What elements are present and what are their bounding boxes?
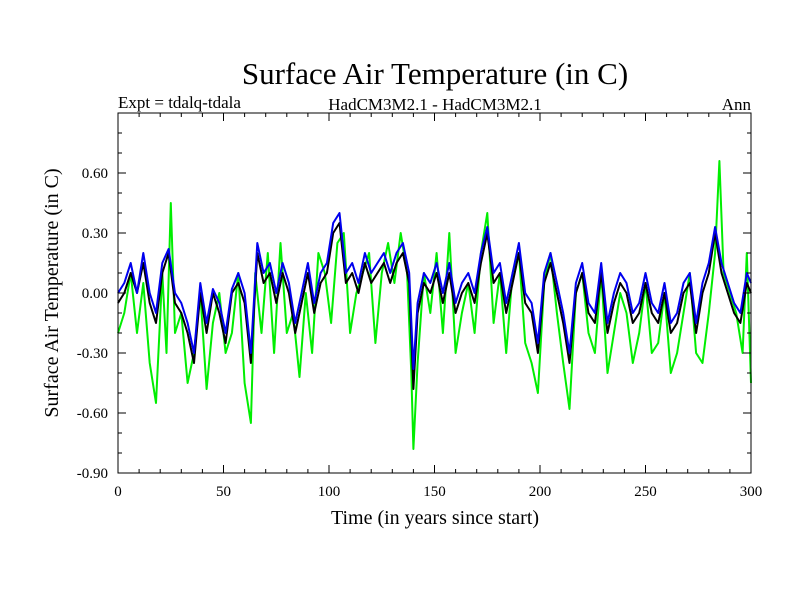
x-tick-label: 200 bbox=[529, 484, 552, 500]
x-axis-label: Time (in years since start) bbox=[331, 507, 539, 529]
y-tick-label: 0.00 bbox=[82, 286, 108, 302]
y-tick-label: 0.30 bbox=[82, 226, 108, 242]
x-tick-label: 250 bbox=[634, 484, 657, 500]
y-axis-label: Surface Air Temperature (in C) bbox=[41, 168, 63, 417]
chart-title: Surface Air Temperature (in C) bbox=[242, 56, 628, 91]
subtitle-center: HadCM3M2.1 - HadCM3M2.1 bbox=[328, 95, 541, 114]
y-tick-label: -0.30 bbox=[77, 346, 108, 362]
series-line-green bbox=[117, 160, 752, 450]
series-line-black bbox=[117, 222, 752, 390]
x-tick-label: 0 bbox=[114, 484, 122, 500]
y-tick-label: 0.60 bbox=[82, 166, 108, 182]
y-tick-label: -0.90 bbox=[77, 466, 108, 482]
x-tick-label: 150 bbox=[423, 484, 446, 500]
subtitle-left: Expt = tdalq-tdala bbox=[118, 93, 241, 112]
axes-layer: 0 50 100 150 200 250 300 -0.90 -0.60 -0.30 0.00 0.3… bbox=[77, 113, 763, 500]
series-layer bbox=[117, 160, 752, 450]
x-tick-label: 300 bbox=[740, 484, 763, 500]
x-tick-label: 100 bbox=[318, 484, 341, 500]
subtitle-right: Ann bbox=[722, 95, 752, 114]
series-line-blue bbox=[117, 212, 752, 370]
y-tick-label: -0.60 bbox=[77, 406, 108, 422]
x-tick-label: 50 bbox=[216, 484, 231, 500]
